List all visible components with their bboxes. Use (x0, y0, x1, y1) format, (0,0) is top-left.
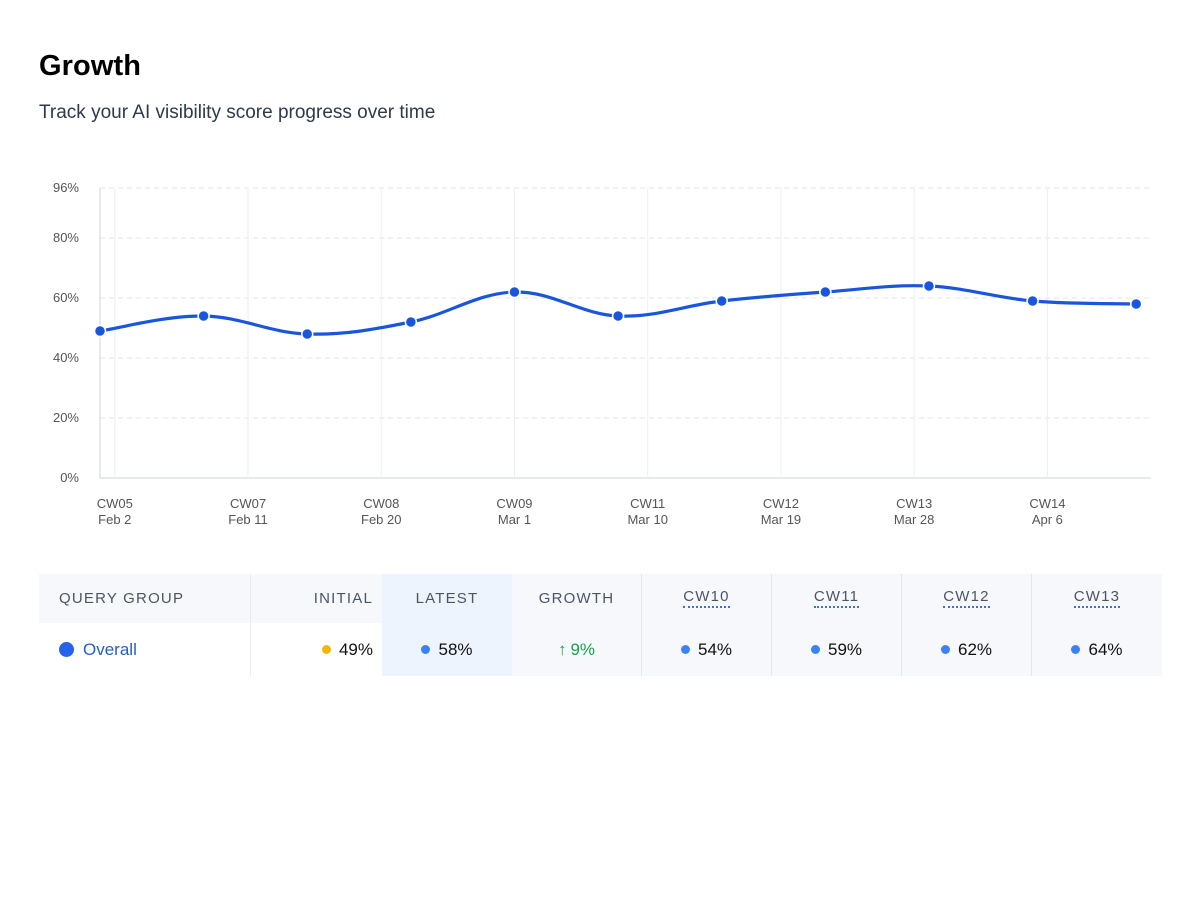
data-point (611, 309, 625, 323)
header-cw-3-label[interactable]: CW12 (943, 589, 990, 608)
cw-cell-3: 62% (902, 623, 1032, 676)
cw-2-dot-icon (810, 645, 820, 654)
page-title: Growth (39, 50, 142, 82)
header-latest[interactable]: LATEST (382, 574, 512, 623)
y-tick-label: 80% (53, 230, 79, 245)
x-tick-date-label: Feb 20 (361, 512, 401, 527)
cw-3-dot-icon (940, 645, 950, 654)
data-point (1026, 294, 1039, 308)
initial-value: 49% (338, 639, 373, 659)
cw-cell-1: 54% (642, 623, 772, 676)
initial-cell: 49% (251, 623, 382, 676)
x-tick-date-label: Feb 11 (228, 512, 268, 527)
x-tick-date-label: Mar 10 (627, 512, 667, 527)
header-query-group[interactable]: QUERY GROUP (39, 574, 251, 623)
table-row[interactable]: Overall 49% 58% ↑ 9% 54% 59% 62% 64% (39, 623, 1162, 676)
cw-cell-4: 64% (1032, 623, 1162, 676)
header-growth[interactable]: GROWTH (512, 574, 642, 623)
data-point (819, 285, 832, 299)
cw-4-value: 64% (1088, 639, 1123, 659)
overall-dot-icon (59, 642, 74, 657)
x-tick-week-label: CW08 (363, 496, 399, 511)
data-point (300, 327, 314, 341)
growth-cell: ↑ 9% (512, 623, 642, 676)
x-tick-week-label: CW07 (230, 496, 266, 511)
data-point (404, 315, 418, 329)
x-tick-week-label: CW12 (763, 496, 799, 511)
header-cw-4-label[interactable]: CW13 (1073, 589, 1121, 608)
latest-dot-icon (421, 645, 431, 654)
y-tick-label: 96% (53, 180, 79, 195)
cw-2-value: 59% (827, 639, 863, 659)
cw-4-dot-icon (1071, 645, 1081, 654)
cw-1-dot-icon (680, 645, 690, 654)
growth-arrow-up-icon: ↑ (557, 639, 567, 659)
latest-value: 58% (438, 639, 473, 659)
header-cw-1-label[interactable]: CW10 (683, 589, 730, 608)
data-point (922, 279, 936, 293)
latest-cell: 58% (382, 623, 512, 676)
y-tick-label: 40% (53, 350, 79, 365)
data-point (1129, 297, 1143, 311)
initial-dot-icon (321, 645, 331, 654)
query-group-label[interactable]: Overall (83, 639, 137, 659)
page-subtitle: Track your AI visibility score progress … (39, 102, 436, 123)
y-tick-label: 0% (60, 470, 79, 485)
query-group-cell[interactable]: Overall (39, 623, 251, 676)
data-point (508, 285, 521, 299)
x-tick-date-label: Mar 1 (498, 512, 531, 527)
data-point (715, 294, 728, 308)
x-tick-week-label: CW09 (496, 496, 532, 511)
cw-1-value: 54% (697, 639, 733, 659)
x-tick-week-label: CW05 (97, 496, 133, 511)
header-cw-1[interactable]: CW10 (642, 574, 772, 623)
growth-value: 9% (570, 639, 596, 659)
header-cw-2[interactable]: CW11 (772, 574, 902, 623)
y-tick-label: 20% (53, 410, 79, 425)
header-cw-3[interactable]: CW12 (902, 574, 1032, 623)
x-tick-date-label: Feb 2 (98, 512, 131, 527)
x-tick-week-label: CW11 (630, 496, 665, 511)
cw-cell-2: 59% (772, 623, 902, 676)
x-tick-date-label: Apr 6 (1032, 512, 1063, 527)
growth-table: QUERY GROUP INITIAL LATEST GROWTH CW10 C… (39, 574, 1162, 676)
x-tick-week-label: CW14 (1029, 496, 1065, 511)
header-cw-2-label[interactable]: CW11 (813, 589, 860, 608)
table-header-row: QUERY GROUP INITIAL LATEST GROWTH CW10 C… (39, 574, 1162, 623)
cw-3-value: 62% (957, 639, 993, 659)
header-initial[interactable]: INITIAL (313, 590, 373, 607)
header-cw-4[interactable]: CW13 (1032, 574, 1162, 623)
x-tick-date-label: Mar 28 (894, 512, 934, 527)
data-point (93, 324, 107, 338)
x-tick-date-label: Mar 19 (761, 512, 801, 527)
x-tick-week-label: CW13 (896, 496, 932, 511)
data-point (197, 309, 210, 323)
y-tick-label: 60% (53, 290, 79, 305)
